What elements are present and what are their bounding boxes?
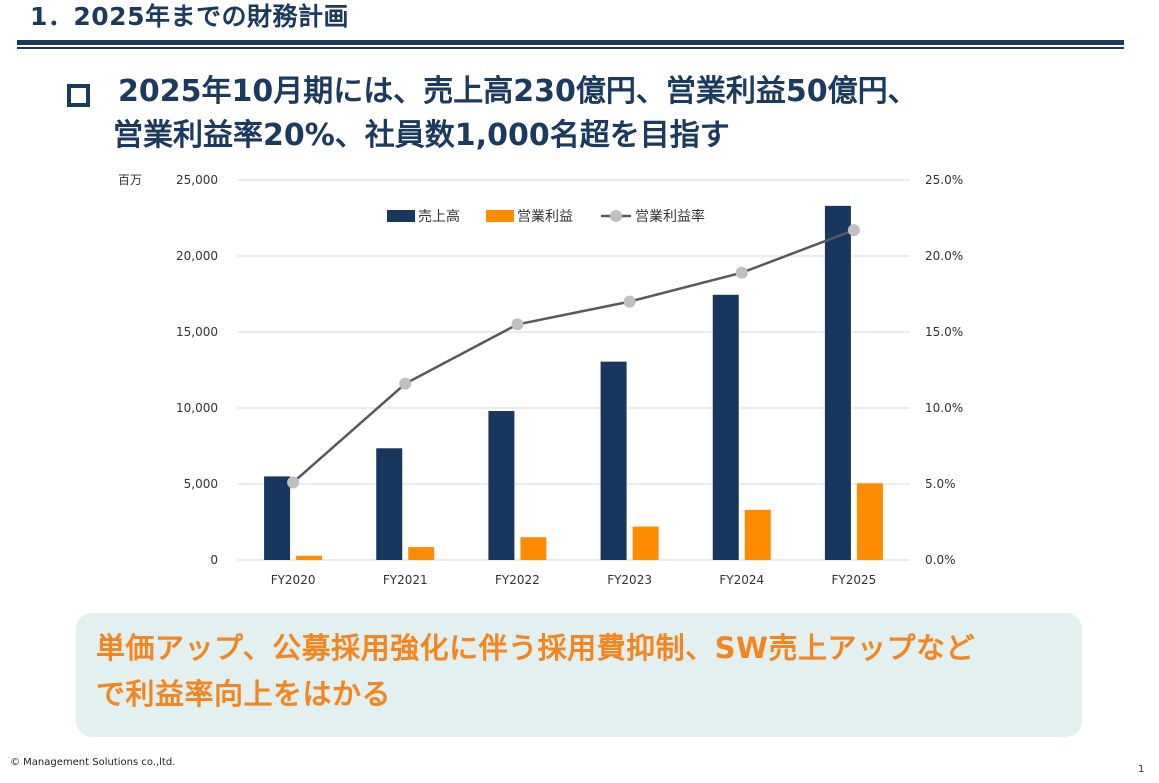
right-tick-label: 20.0% [925,249,963,263]
headline-line-1: 2025年10月期には、売上高230億円、営業利益50億円、 [118,74,918,109]
legend-label-rate: 営業利益率 [635,208,705,225]
left-tick-label: 0 [210,553,218,567]
right-tick-label: 25.0% [925,173,963,187]
bar-operating-profit [632,526,659,560]
bar-sales [264,476,291,560]
bar-sales [488,411,515,560]
bar-operating-profit [296,555,323,560]
page-number: 1 [1138,764,1145,775]
category-label: FY2022 [495,573,540,587]
headline-line-2: 営業利益率20%、社員数1,000名超を目指す [113,118,730,153]
category-label: FY2024 [719,573,764,587]
category-label: FY2025 [832,573,877,587]
category-label: FY2023 [607,573,652,587]
bar-operating-profit [408,547,435,560]
legend-label-profit: 営業利益 [517,209,573,225]
page-title: 1．2025年までの財務計画 [30,2,349,31]
left-tick-label: 25,000 [176,173,218,187]
right-tick-label: 15.0% [925,325,963,339]
copyright: © Management Solutions co.,ltd. [10,757,176,768]
bar-sales [376,448,403,560]
square-bullet-icon [67,84,90,107]
legend-swatch-profit [486,210,514,222]
legend-swatch-sales [387,210,415,222]
legend-marker-rate [610,210,622,222]
bar-sales [600,361,627,560]
left-axis-ticks: 0 5,000 10,000 15,000 20,000 25,000 [176,173,218,567]
category-labels: FY2020 FY2021 FY2022 FY2023 FY2024 FY2025 [271,573,877,587]
bars [264,205,883,560]
bar-sales [824,205,851,560]
right-tick-label: 5.0% [925,477,956,491]
rate-point [511,318,524,331]
legend-label-sales: 売上高 [418,208,460,225]
right-axis-ticks: 0.0% 5.0% 10.0% 15.0% 20.0% 25.0% [925,173,963,567]
right-tick-label: 0.0% [925,553,956,567]
rate-point [735,266,748,279]
legend: 売上高 営業利益 営業利益率 [387,208,705,225]
bar-operating-profit [744,509,771,560]
title-underline-thin [17,47,1124,49]
gridlines [237,179,910,561]
callout-text: 単価アップ、公募採用強化に伴う採用費抑制、SW売上アップなど で利益率向上をはか… [96,625,1076,717]
callout-line-1: 単価アップ、公募採用強化に伴う採用費抑制、SW売上アップなど [96,631,976,665]
category-label: FY2020 [271,573,316,587]
headline: 2025年10月期には、売上高230億円、営業利益50億円、 営業利益率20%、… [113,70,1123,158]
rate-series-line [292,228,855,484]
left-tick-label: 15,000 [176,325,218,339]
bar-operating-profit [856,483,883,560]
rate-line [287,224,860,489]
bar-operating-profit [520,537,547,560]
rate-point [287,476,300,489]
rate-point [399,377,412,390]
bar-sales [712,294,739,560]
unit-label: 百万 [118,173,142,187]
right-tick-label: 10.0% [925,401,963,415]
financial-plan-chart: 百万 0 5,000 10,000 15,000 20,000 25,000 0.0% 5.… [118,173,963,587]
category-label: FY2021 [383,573,428,587]
rate-point [847,224,860,237]
left-tick-label: 5,000 [184,477,218,491]
callout-line-2: で利益率向上をはかる [96,677,392,711]
left-tick-label: 20,000 [176,249,218,263]
left-tick-label: 10,000 [176,401,218,415]
callout-box: 単価アップ、公募採用強化に伴う採用費抑制、SW売上アップなど で利益率向上をはか… [76,613,1082,737]
rate-point [623,295,636,308]
title-underline [17,40,1124,45]
